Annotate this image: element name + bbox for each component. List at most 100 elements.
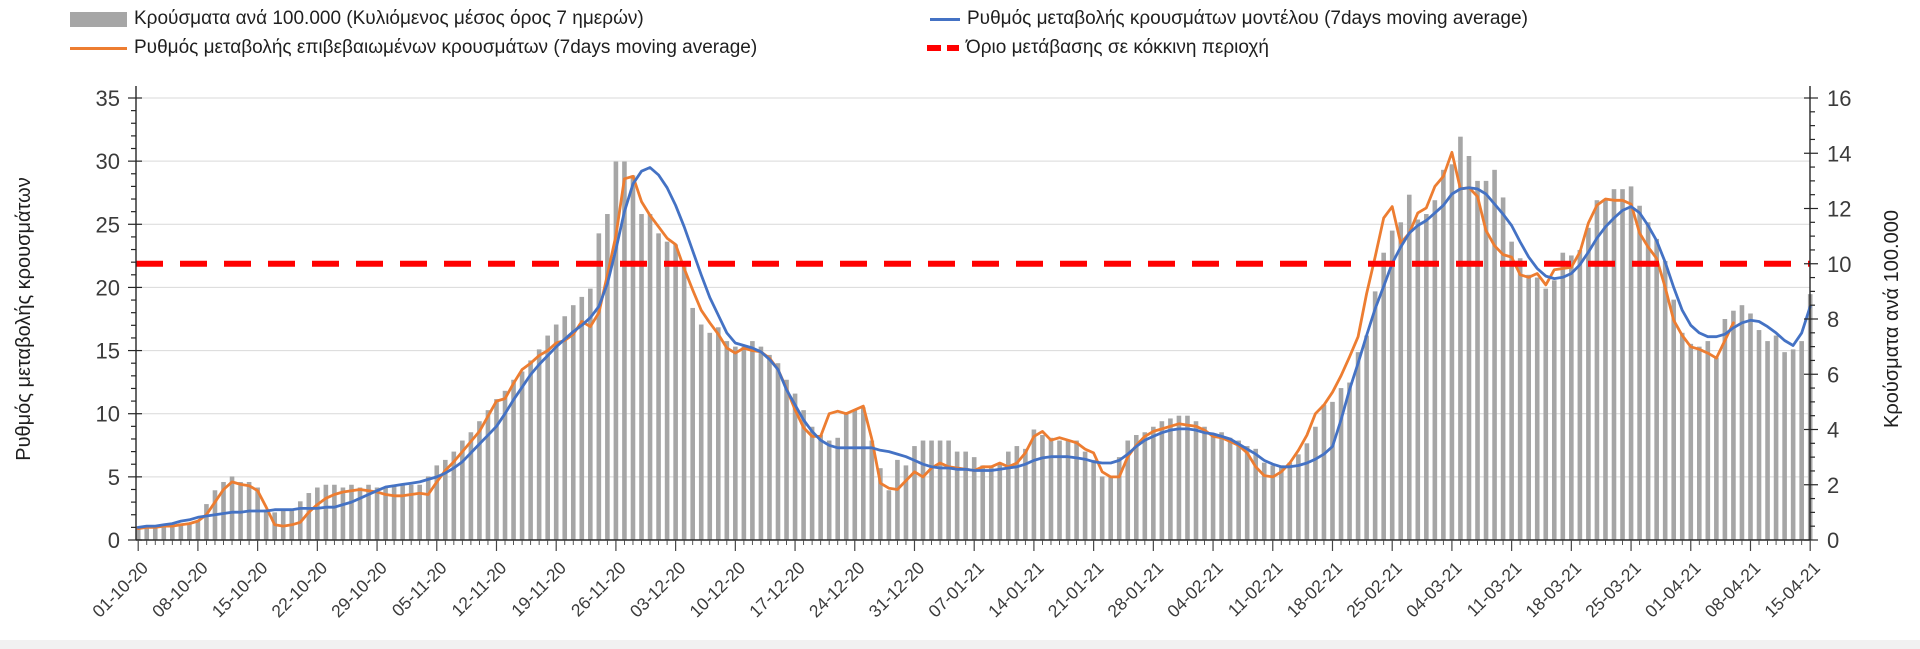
bar <box>536 349 542 540</box>
bar <box>588 288 593 540</box>
bar <box>1526 274 1531 540</box>
x-axis-date-label: 04-03-21 <box>1402 558 1466 622</box>
bar <box>741 346 747 541</box>
x-axis-date-label: 31-12-20 <box>865 558 929 622</box>
bar <box>767 354 772 540</box>
x-axis-date-label: 01-10-20 <box>88 558 152 622</box>
bar <box>1688 343 1694 540</box>
bar <box>1296 454 1301 540</box>
x-axis-date-label: 04-02-21 <box>1163 558 1227 622</box>
bar <box>1304 443 1310 540</box>
bar <box>1551 280 1557 540</box>
bar <box>1782 352 1787 540</box>
bar <box>997 462 1003 540</box>
bar <box>852 410 858 540</box>
bar <box>511 379 516 540</box>
bar <box>1671 299 1677 540</box>
bar <box>1415 219 1421 541</box>
bar <box>963 451 968 540</box>
bar <box>878 468 883 540</box>
bar <box>1074 440 1079 540</box>
bar <box>1082 451 1088 540</box>
bar <box>434 465 440 540</box>
bar <box>895 459 900 540</box>
bar <box>886 490 892 540</box>
bar <box>570 305 576 540</box>
bar <box>1739 305 1745 540</box>
bar <box>1424 214 1429 540</box>
bar <box>485 410 491 540</box>
bar <box>750 341 755 540</box>
bar <box>1509 241 1514 540</box>
bar <box>187 523 192 540</box>
bar <box>1458 136 1463 540</box>
bar <box>1517 258 1523 540</box>
left-axis-tick-label: 15 <box>96 339 120 364</box>
bar <box>1244 446 1250 540</box>
bar <box>801 410 806 540</box>
bar <box>920 440 926 540</box>
blue-line-swatch-icon <box>930 17 960 21</box>
bar <box>135 526 141 540</box>
legend-label-model-rate: Ρυθμός μεταβολής κρουσμάτων μοντέλου (7d… <box>967 8 1528 29</box>
x-axis-date-label: 25-02-21 <box>1342 558 1406 622</box>
x-axis-date-label: 25-03-21 <box>1581 558 1645 622</box>
bar <box>1270 465 1276 540</box>
bar <box>664 241 670 540</box>
bar <box>460 440 465 540</box>
bar <box>400 484 405 540</box>
bar <box>1466 156 1472 540</box>
right-axis-tick-label: 12 <box>1827 197 1851 222</box>
bar-swatch-icon <box>70 11 127 27</box>
left-axis-tick-label: 5 <box>108 465 120 490</box>
bar <box>758 346 764 541</box>
bar <box>562 316 568 540</box>
bar <box>1475 180 1480 541</box>
bar <box>937 440 943 540</box>
bar <box>1705 341 1711 540</box>
bar <box>1654 238 1659 540</box>
bar <box>1449 164 1455 541</box>
x-axis-date-label: 21-01-21 <box>1044 558 1108 622</box>
bar <box>1185 415 1190 540</box>
bar <box>724 341 730 540</box>
bar <box>733 346 738 541</box>
bar <box>383 487 388 540</box>
bar <box>1662 260 1668 540</box>
bar <box>630 175 636 540</box>
bar <box>1492 169 1497 540</box>
bar <box>1603 200 1608 540</box>
bar <box>1569 255 1574 540</box>
bar <box>1057 440 1062 540</box>
bar <box>1645 222 1651 540</box>
left-axis-tick-label: 25 <box>96 212 120 237</box>
bar <box>255 487 260 540</box>
bar <box>1006 451 1011 540</box>
bar <box>1560 252 1566 540</box>
right-axis-title: Κρούσματα ανά 100.000 <box>1881 210 1903 428</box>
bar <box>1330 401 1335 541</box>
bar <box>1287 462 1293 540</box>
bar <box>1108 476 1113 540</box>
bar <box>357 487 363 540</box>
orange-line-swatch-icon <box>70 46 127 50</box>
bar <box>1253 448 1259 540</box>
bar <box>170 526 175 540</box>
bar <box>144 526 150 540</box>
bar <box>579 296 585 540</box>
legend-item-cases-bars: Κρούσματα ανά 100.000 (Κυλιόμενος μέσος … <box>70 8 644 30</box>
bar <box>1594 200 1600 540</box>
bar <box>204 504 209 540</box>
bar <box>1091 459 1096 540</box>
bar <box>391 484 397 540</box>
bar <box>1193 421 1199 540</box>
bar <box>1679 332 1685 540</box>
bar <box>1406 194 1412 540</box>
x-axis-date-label: 08-04-21 <box>1701 558 1765 622</box>
bar <box>349 484 354 540</box>
bar <box>315 487 320 540</box>
bar <box>1372 291 1378 541</box>
right-axis-tick-label: 16 <box>1827 86 1851 111</box>
left-axis-tick-label: 35 <box>96 86 120 111</box>
bar <box>323 484 329 540</box>
